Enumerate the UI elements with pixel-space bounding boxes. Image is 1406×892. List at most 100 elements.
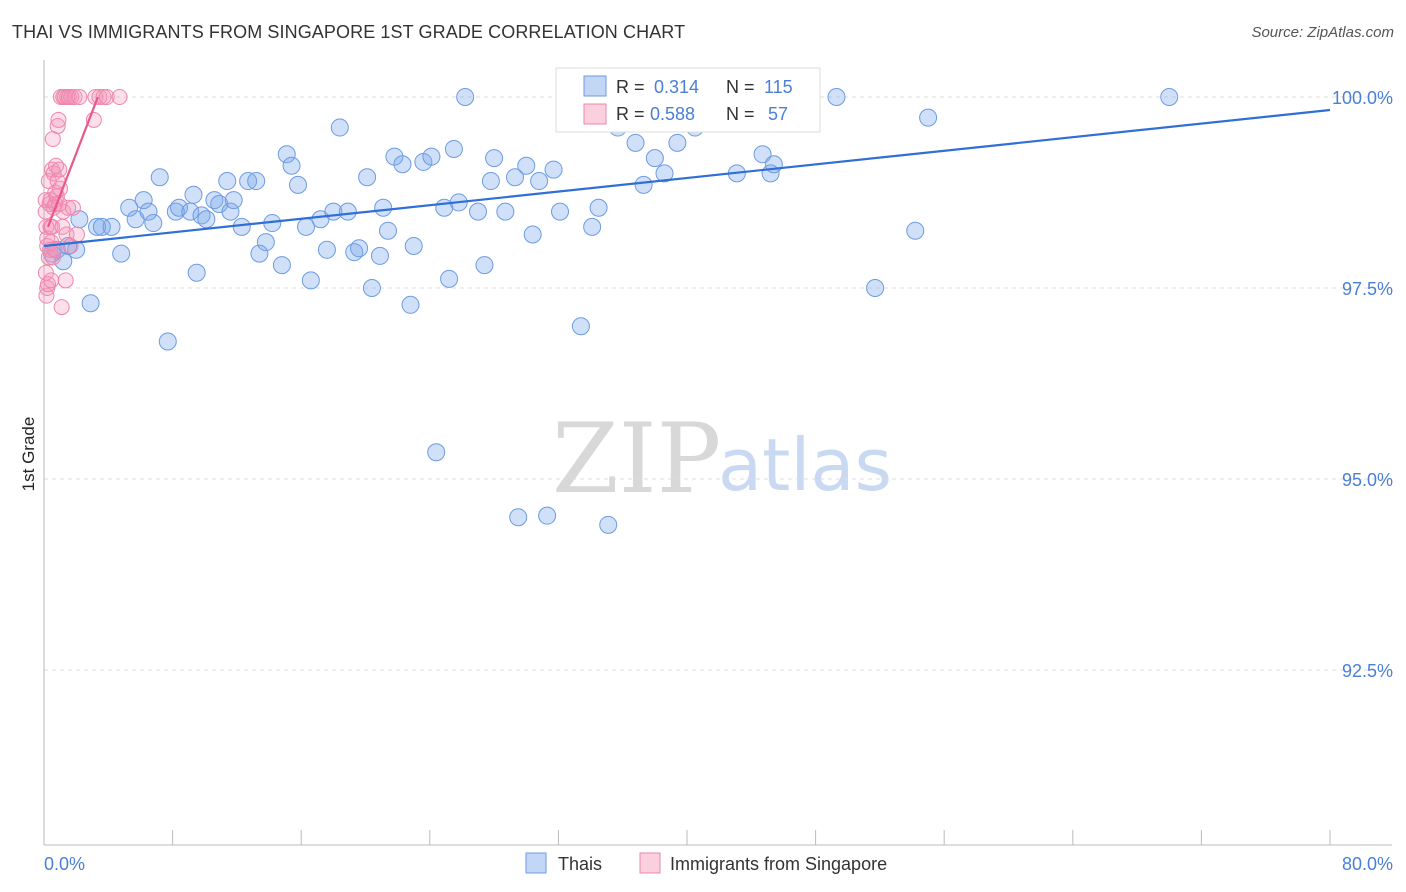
singapore-point <box>49 118 66 135</box>
watermark-atlas: atlas <box>718 423 892 507</box>
thais-legend-label: Thais <box>558 854 602 874</box>
thai-point <box>374 198 393 217</box>
singapore-point <box>57 272 74 289</box>
thais-n-value: 115 <box>764 77 793 97</box>
thai-point <box>827 88 846 106</box>
thai-point <box>170 198 189 217</box>
bottom-legend: Thais Immigrants from Singapore <box>525 852 887 874</box>
singapore-point <box>66 89 83 105</box>
thai-point <box>301 271 320 290</box>
thai-point <box>634 175 653 194</box>
thai-point <box>505 168 524 187</box>
chart-title: THAI VS IMMIGRANTS FROM SINGAPORE 1ST GR… <box>12 22 686 42</box>
thai-point <box>919 108 938 127</box>
thai-point <box>232 217 251 236</box>
thai-point <box>330 118 349 137</box>
y-tick-label: 100.0% <box>1332 88 1393 108</box>
thai-point <box>81 294 100 313</box>
thai-point <box>218 172 237 191</box>
singapore-point <box>51 161 68 178</box>
thai-point <box>139 202 158 221</box>
thai-point <box>444 139 463 158</box>
thai-point <box>475 256 494 275</box>
thai-point <box>906 221 925 240</box>
thai-point <box>645 149 664 168</box>
thai-point <box>282 156 301 175</box>
singapore-n-label: N = <box>726 104 755 124</box>
thai-point <box>250 244 269 263</box>
singapore-point <box>64 199 81 216</box>
watermark: ZIP atlas <box>552 403 892 515</box>
thai-point <box>427 443 446 462</box>
x-tick-right: 80.0% <box>1342 854 1393 874</box>
thai-point <box>393 155 412 174</box>
thai-point <box>481 172 500 191</box>
watermark-zip: ZIP <box>552 403 721 515</box>
thai-point <box>247 172 266 191</box>
y-tick-label: 97.5% <box>1342 279 1393 299</box>
thai-point <box>866 279 885 297</box>
thai-point <box>404 236 423 255</box>
thai-point <box>485 149 504 168</box>
stats-legend: R = 0.314 N = 115 R = 0.588 N = 57 <box>555 67 821 133</box>
thai-point <box>668 133 687 152</box>
thai-point <box>551 202 570 221</box>
singapore-point <box>111 89 128 105</box>
thai-point <box>422 147 441 166</box>
thai-point <box>362 279 381 297</box>
thai-point <box>184 185 203 204</box>
singapore-legend-label: Immigrants from Singapore <box>670 854 887 874</box>
stats-legend-box <box>555 67 821 133</box>
thai-point <box>440 269 459 288</box>
singapore-point <box>60 199 77 216</box>
thai-point <box>583 217 602 236</box>
thai-point <box>358 168 377 187</box>
thai-point <box>655 164 674 183</box>
thai-point <box>370 246 389 265</box>
thai-point <box>88 217 107 236</box>
y-axis-label: 1st Grade <box>19 417 38 492</box>
thai-point <box>158 332 177 351</box>
thai-point <box>538 506 557 525</box>
thais-trend-line <box>43 108 1331 248</box>
thai-point <box>379 221 398 240</box>
thai-point <box>523 225 542 244</box>
thai-point <box>530 172 549 191</box>
thai-point <box>221 202 240 221</box>
singapore-point <box>53 299 70 316</box>
thai-point <box>338 202 357 221</box>
thai-point <box>272 256 291 275</box>
thais-r-value: 0.314 <box>654 77 699 97</box>
thai-point <box>288 175 307 194</box>
singapore-trend-line <box>46 96 99 228</box>
y-tick-label: 95.0% <box>1342 470 1393 490</box>
singapore-bottom-swatch <box>639 852 661 874</box>
thai-point <box>496 202 515 221</box>
singapore-point <box>43 272 60 289</box>
thai-point <box>224 191 243 210</box>
thai-point <box>187 263 206 282</box>
thais-bottom-swatch <box>525 852 547 874</box>
thai-point <box>753 145 772 164</box>
thai-point <box>456 88 475 106</box>
thai-point <box>626 133 645 152</box>
thai-point <box>112 244 131 263</box>
singapore-r-label: R = <box>616 104 645 124</box>
thai-point <box>134 191 153 210</box>
axes <box>43 60 1392 846</box>
thai-point <box>517 156 536 175</box>
singapore-point <box>68 226 85 243</box>
singapore-point <box>71 89 88 105</box>
thais-legend-swatch <box>583 75 607 97</box>
thai-point <box>256 233 275 252</box>
singapore-point <box>98 89 115 105</box>
thai-point <box>350 239 369 258</box>
thai-point <box>144 214 163 233</box>
thais-r-label: R = <box>616 77 645 97</box>
thai-point <box>150 168 169 187</box>
thai-point <box>197 210 216 229</box>
thai-point <box>92 217 111 236</box>
source-label: Source: ZipAtlas.com <box>1251 24 1394 41</box>
thai-point <box>317 240 336 259</box>
